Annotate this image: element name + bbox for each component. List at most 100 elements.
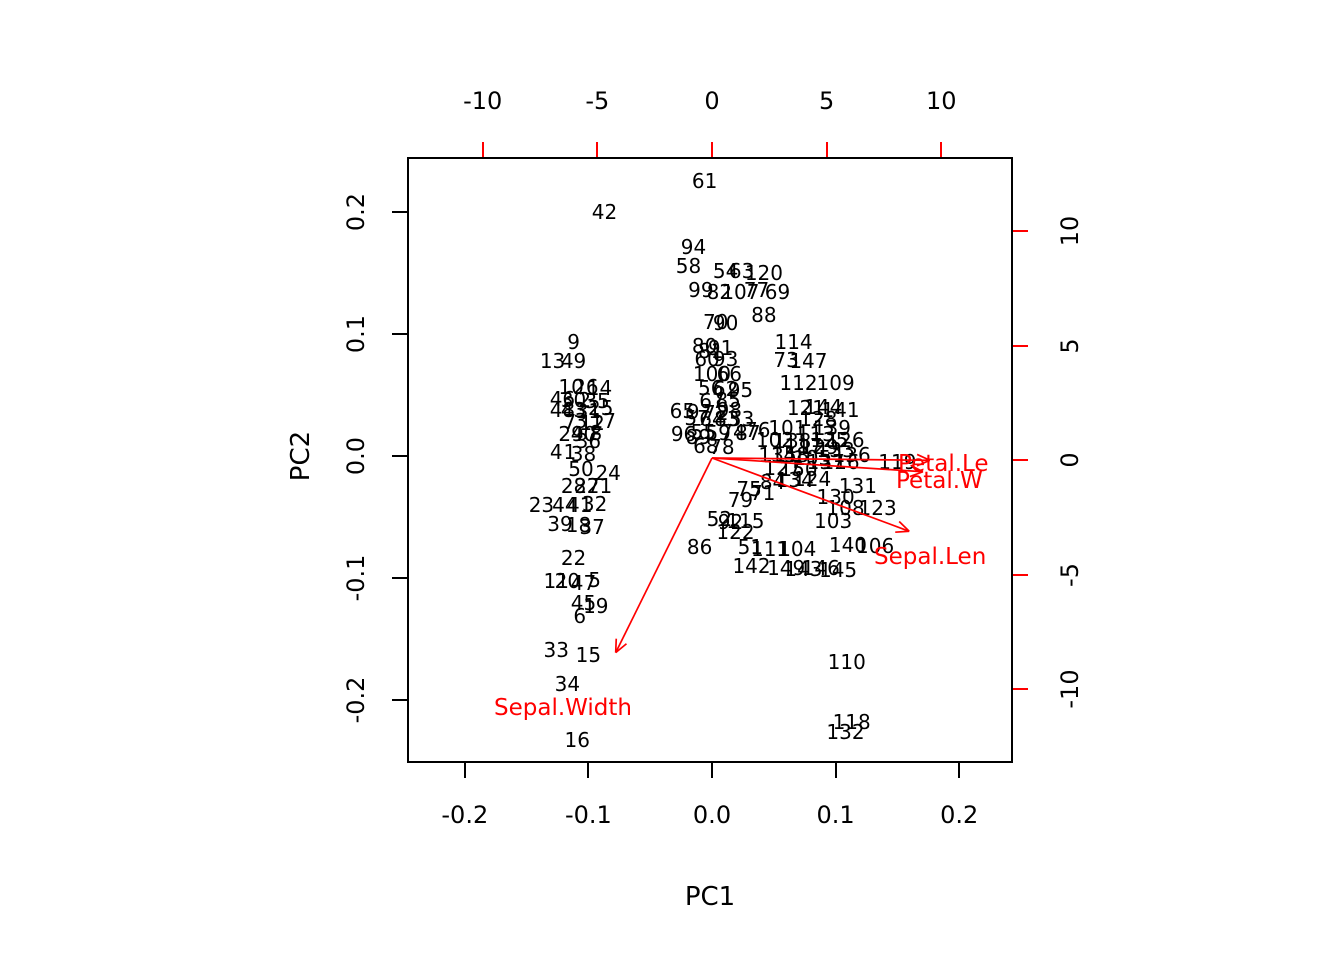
top-tick-label: -10 — [463, 87, 503, 115]
right-axis-tick — [1013, 573, 1028, 576]
point-label: 43 — [560, 397, 587, 422]
point-label: 131 — [838, 474, 877, 499]
arrow-head — [909, 470, 924, 478]
point-label: 132 — [826, 720, 865, 745]
point-label: 8 — [589, 420, 603, 445]
top-axis-tick — [825, 142, 828, 157]
point-label: 10 — [558, 374, 584, 399]
point-label: 47 — [570, 570, 597, 595]
point-label: 149 — [767, 556, 806, 581]
point-label: 20 — [554, 569, 581, 594]
point-label: 129 — [800, 435, 839, 460]
arrow-head — [910, 464, 924, 473]
variable-label-petal-w: Petal.W — [896, 468, 983, 494]
point-label: 102 — [755, 428, 795, 453]
point-label: 67 — [699, 389, 725, 414]
point-label: 130 — [816, 485, 855, 510]
arrow-head — [916, 453, 931, 462]
point-label: 96 — [670, 422, 697, 447]
point-label: 22 — [560, 546, 587, 571]
top-axis-tick — [481, 142, 484, 157]
variable-label-sepal-width: Sepal.Width — [494, 695, 632, 721]
point-label: 138 — [773, 429, 812, 454]
variable-label-petal-le: Petal.Le — [898, 451, 989, 477]
point-label: 5 — [588, 568, 601, 593]
right-axis-tick — [1013, 344, 1028, 347]
point-label: 82 — [706, 279, 733, 304]
point-label: 141 — [821, 397, 860, 422]
point-label: 114 — [774, 329, 813, 354]
point-label: 6 — [573, 603, 587, 628]
x-axis-title: PC1 — [684, 882, 736, 912]
point-label: 77 — [743, 278, 770, 303]
point-label: 42 — [591, 200, 618, 225]
point-label: 81 — [698, 339, 724, 364]
y-axis-tick — [392, 211, 407, 214]
y-tick-label: 0.0 — [342, 436, 370, 476]
y-axis-title: PC2 — [286, 430, 316, 482]
point-label: 109 — [816, 370, 855, 395]
right-axis-tick — [1013, 688, 1028, 690]
y-axis-tick — [392, 333, 407, 336]
loading-arrow-sepal-len — [711, 457, 910, 533]
point-label: 15 — [575, 642, 602, 667]
point-label: 3 — [574, 408, 588, 433]
right-axis-tick — [1013, 459, 1028, 461]
point-label: 54 — [712, 258, 739, 283]
point-label: 95 — [727, 378, 754, 403]
point-label: 46 — [549, 386, 576, 411]
point-label: 101 — [768, 415, 807, 440]
point-label: 33 — [543, 637, 569, 662]
point-label: 19 — [583, 593, 609, 618]
point-label: 75 — [736, 476, 762, 501]
point-label: 92 — [717, 509, 744, 534]
point-label: 99 — [688, 278, 714, 303]
point-label: 71 — [749, 480, 776, 505]
point-label: 89 — [685, 424, 712, 449]
point-label: 66 — [716, 362, 743, 387]
point-label: 85 — [715, 387, 741, 412]
point-label: 2 — [578, 387, 592, 412]
point-label: 143 — [784, 557, 823, 582]
point-label: 32 — [581, 491, 608, 516]
top-tick-label: 10 — [926, 87, 957, 115]
point-label: 148 — [770, 442, 809, 467]
point-label: 44 — [552, 492, 578, 517]
point-label: 25 — [588, 396, 614, 421]
x-axis-tick — [834, 763, 837, 778]
point-label: 41 — [567, 492, 593, 517]
point-label: 40 — [570, 422, 597, 447]
point-label: 52 — [706, 507, 733, 532]
point-label: 73 — [773, 347, 799, 372]
point-label: 72 — [702, 401, 729, 426]
point-label: 30 — [560, 387, 587, 412]
point-label: 120 — [744, 261, 783, 286]
point-label: 48 — [549, 397, 576, 422]
y-tick-label: -0.2 — [342, 676, 370, 724]
point-label: 63 — [728, 258, 755, 283]
x-axis-tick — [711, 763, 713, 778]
point-label: 70 — [702, 310, 729, 335]
point-label: 100 — [692, 362, 732, 387]
point-label: 9 — [567, 329, 580, 354]
point-label: 53 — [728, 407, 755, 432]
point-label: 140 — [828, 532, 868, 557]
point-label: 84 — [759, 469, 786, 494]
point-label: 26 — [573, 374, 599, 399]
point-label: 21 — [586, 474, 613, 499]
arrow-head — [916, 459, 931, 467]
right-tick-label: 0 — [1056, 452, 1084, 468]
point-label: 94 — [680, 234, 707, 259]
point-label: 50 — [568, 457, 594, 482]
point-label: 118 — [832, 709, 871, 734]
point-label: 87 — [735, 420, 761, 445]
point-label: 135 — [758, 442, 797, 467]
point-label: 86 — [686, 535, 713, 560]
x-axis-tick — [587, 763, 590, 778]
y-tick-label: 0.1 — [342, 315, 370, 354]
point-label: 57 — [684, 406, 710, 431]
point-label: 93 — [712, 346, 739, 371]
point-label: 91 — [707, 335, 734, 360]
point-label: 74 — [720, 419, 746, 444]
point-label: 88 — [751, 302, 777, 327]
